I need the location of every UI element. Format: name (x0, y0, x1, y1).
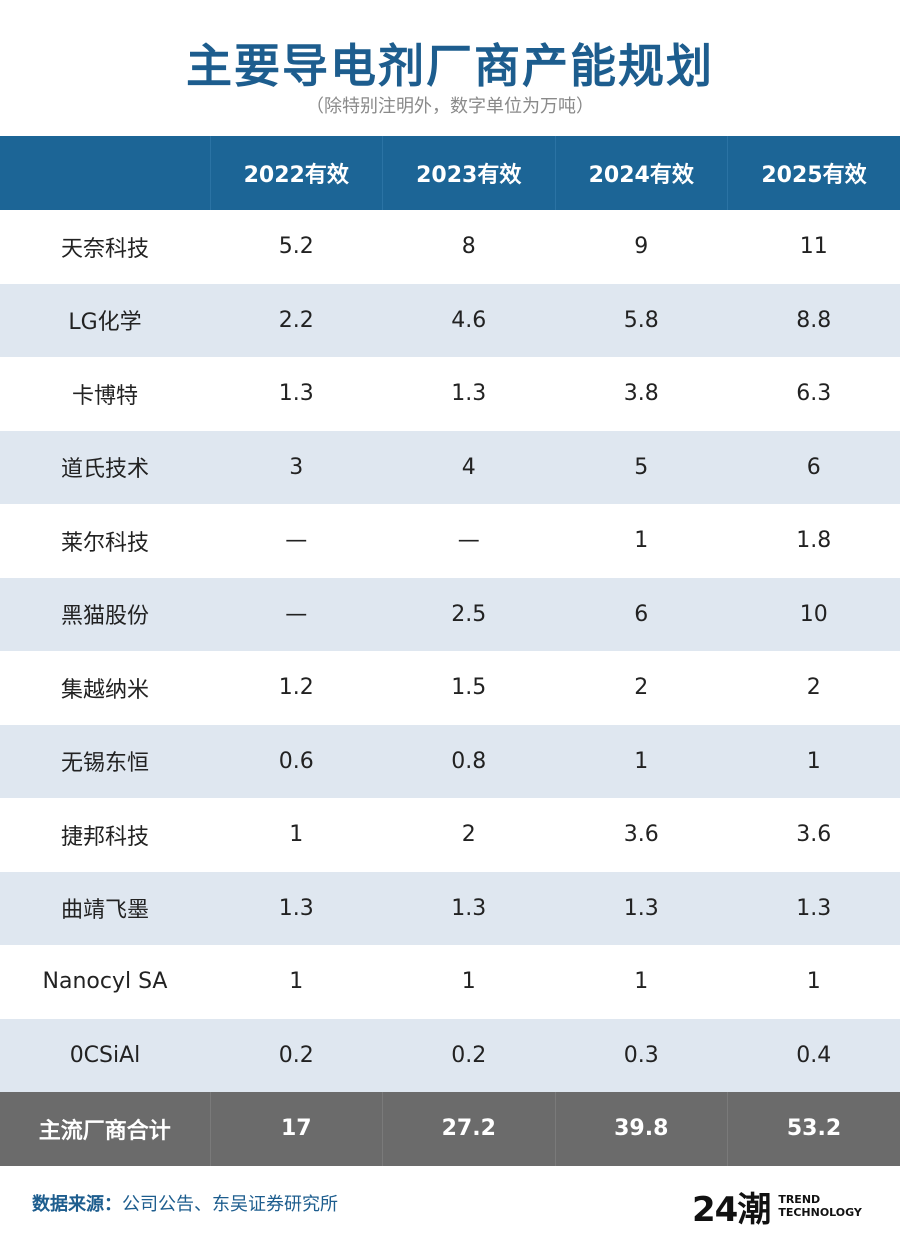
capacity-cell: 1.5 (382, 651, 555, 725)
source-label: 数据来源： (32, 1194, 122, 1215)
capacity-cell: 0.8 (382, 724, 555, 798)
table-row: 集越纳米 1.2 1.5 2 2 (0, 651, 900, 725)
table-body: 天奈科技 5.2 8 9 11 LG化学 2.2 4.6 5.8 8.8 卡博特 1.3 1.3 3.8 6… (0, 210, 900, 1166)
capacity-cell: 0.6 (210, 724, 383, 798)
capacity-cell: 1 (555, 724, 728, 798)
company-name-cell: 莱尔科技 (0, 504, 210, 578)
capacity-cell: 2.2 (210, 283, 383, 357)
capacity-cell: 1.8 (727, 504, 900, 578)
table-row: 道氏技术 3 4 5 6 (0, 430, 900, 504)
capacity-cell: 0.4 (727, 1018, 900, 1092)
capacity-cell: 1 (210, 945, 383, 1019)
capacity-table: 2022有效 2023有效 2024有效 2025有效 天奈科技 5.2 8 9 11 L… (0, 136, 900, 1166)
capacity-cell: 5 (555, 430, 728, 504)
capacity-cell: 1.3 (555, 871, 728, 945)
capacity-cell: 0.3 (555, 1018, 728, 1092)
company-name-cell: 集越纳米 (0, 651, 210, 725)
company-name-cell: 天奈科技 (0, 210, 210, 284)
company-name-cell: Nanocyl SA (0, 945, 210, 1019)
capacity-cell: 1 (382, 945, 555, 1019)
table-row: 无锡东恒 0.6 0.8 1 1 (0, 724, 900, 798)
capacity-cell: 1.3 (210, 357, 383, 431)
capacity-cell: 6 (727, 430, 900, 504)
capacity-cell: 3.6 (727, 798, 900, 872)
table-row: 曲靖飞墨 1.3 1.3 1.3 1.3 (0, 871, 900, 945)
capacity-cell: 1.3 (210, 871, 383, 945)
capacity-cell: 9 (555, 210, 728, 284)
capacity-cell: 5.2 (210, 210, 383, 284)
capacity-cell: 4 (382, 430, 555, 504)
capacity-cell: 3.6 (555, 798, 728, 872)
company-name-cell: 无锡东恒 (0, 724, 210, 798)
capacity-cell: — (210, 577, 383, 651)
company-name-cell: 黑猫股份 (0, 577, 210, 651)
company-name-cell: 曲靖飞墨 (0, 871, 210, 945)
capacity-cell: 6.3 (727, 357, 900, 431)
capacity-cell: 11 (727, 210, 900, 284)
table-row: LG化学 2.2 4.6 5.8 8.8 (0, 283, 900, 357)
table-row: 黑猫股份 —2.5 6 10 (0, 577, 900, 651)
header-cell-2022: 2022有效 (209, 136, 383, 210)
header-cell-2024: 2024有效 (554, 136, 728, 210)
capacity-cell: 4.6 (382, 283, 555, 357)
table-row: 0CSiAl 0.2 0.2 0.3 0.4 (0, 1018, 900, 1092)
header-cell-2023: 2023有效 (382, 136, 555, 210)
capacity-cell: 8 (382, 210, 555, 284)
capacity-cell: 1 (555, 945, 728, 1019)
capacity-cell: 1.2 (210, 651, 383, 725)
logo-line-1: TREND (778, 1193, 821, 1206)
table-row: 天奈科技 5.2 8 9 11 (0, 210, 900, 284)
capacity-cell: 2.5 (382, 577, 555, 651)
capacity-cell: — (382, 504, 555, 578)
table-row: 捷邦科技 1 2 3.6 3.6 (0, 798, 900, 872)
total-value-cell: 53.2 (727, 1092, 900, 1166)
table-header-row: 2022有效 2023有效 2024有效 2025有效 (0, 136, 900, 210)
table-row: 莱尔科技 — —1 1.8 (0, 504, 900, 578)
total-value-cell: 17 (209, 1092, 383, 1166)
capacity-cell: 1 (727, 724, 900, 798)
brand-logo: 24潮 TREND TECHNOLOGY (692, 1184, 862, 1230)
logo-line-2: TECHNOLOGY (778, 1206, 862, 1219)
company-name-cell: 道氏技术 (0, 430, 210, 504)
total-value-cell: 27.2 (382, 1092, 555, 1166)
capacity-cell: 2 (555, 651, 728, 725)
page-title: 主要导电剂厂商产能规划 (186, 39, 714, 93)
source-note: 数据来源：公司公告、东吴证券研究所 (32, 1190, 338, 1216)
capacity-cell: 8.8 (727, 283, 900, 357)
capacity-cell: 10 (727, 577, 900, 651)
company-name-cell: 卡博特 (0, 357, 210, 431)
company-name-cell: 0CSiAl (0, 1018, 210, 1092)
table-row: 卡博特 1.3 1.3 3.8 6.3 (0, 357, 900, 431)
table-row: Nanocyl SA 1 1 1 1 (0, 945, 900, 1019)
logo-text: TREND TECHNOLOGY (778, 1193, 862, 1219)
capacity-cell: 1.3 (382, 871, 555, 945)
capacity-cell: 1.3 (382, 357, 555, 431)
total-row: 主流厂商合计 17 27.2 39.8 53.2 (0, 1092, 900, 1166)
capacity-cell: 3.8 (555, 357, 728, 431)
total-value-cell: 39.8 (554, 1092, 728, 1166)
source-text: 公司公告、东吴证券研究所 (122, 1194, 338, 1215)
capacity-cell: 5.8 (555, 283, 728, 357)
capacity-cell: 1 (210, 798, 383, 872)
capacity-cell: 0.2 (382, 1018, 555, 1092)
capacity-cell: 2 (382, 798, 555, 872)
capacity-cell: 2 (727, 651, 900, 725)
capacity-cell: 1 (555, 504, 728, 578)
company-name-cell: LG化学 (0, 283, 210, 357)
capacity-cell: 6 (555, 577, 728, 651)
capacity-cell: 3 (210, 430, 383, 504)
company-name-cell: 捷邦科技 (0, 798, 210, 872)
capacity-cell: 1 (727, 945, 900, 1019)
capacity-cell: 0.2 (210, 1018, 383, 1092)
header-cell-2025: 2025有效 (727, 136, 900, 210)
total-label-cell: 主流厂商合计 (0, 1092, 210, 1166)
capacity-cell: 1.3 (727, 871, 900, 945)
header-cell-company (0, 136, 210, 210)
capacity-cell: — (210, 504, 383, 578)
page-subtitle: （除特别注明外，数字单位为万吨） (306, 96, 594, 117)
logo-mark: 24潮 (692, 1189, 771, 1230)
